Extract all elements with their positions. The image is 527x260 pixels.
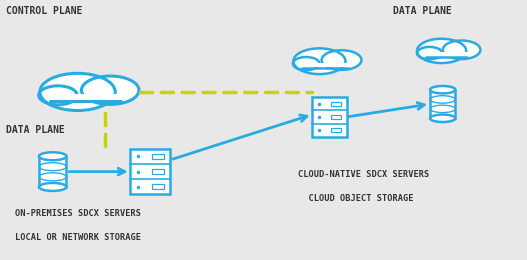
Bar — [152, 185, 164, 189]
Circle shape — [39, 86, 77, 105]
Circle shape — [40, 73, 115, 110]
Bar — [152, 169, 164, 174]
Bar — [48, 94, 122, 101]
Bar — [312, 97, 347, 137]
Bar — [331, 128, 341, 132]
Bar — [331, 102, 341, 106]
Bar — [299, 62, 350, 68]
Text: DATA PLANE: DATA PLANE — [6, 125, 65, 135]
Circle shape — [417, 39, 466, 63]
Text: DATA PLANE: DATA PLANE — [393, 6, 451, 16]
Bar — [152, 154, 164, 159]
Bar — [47, 94, 123, 101]
Text: CONTROL PLANE: CONTROL PLANE — [6, 6, 83, 16]
Text: CLOUD-NATIVE SDCX SERVERS: CLOUD-NATIVE SDCX SERVERS — [298, 170, 429, 179]
Bar — [424, 52, 469, 57]
Circle shape — [294, 48, 346, 74]
Text: LOCAL OR NETWORK STORAGE: LOCAL OR NETWORK STORAGE — [15, 233, 141, 242]
Bar — [331, 115, 341, 119]
Bar — [130, 149, 170, 194]
Text: CLOUD OBJECT STORAGE: CLOUD OBJECT STORAGE — [298, 194, 413, 203]
Bar — [300, 63, 349, 67]
Circle shape — [293, 57, 319, 70]
Ellipse shape — [39, 183, 66, 191]
Text: ON-PREMISES SDCX SERVERS: ON-PREMISES SDCX SERVERS — [15, 209, 141, 218]
Circle shape — [81, 76, 139, 105]
Circle shape — [417, 47, 442, 59]
Circle shape — [443, 41, 481, 59]
Ellipse shape — [430, 115, 455, 122]
Bar — [430, 90, 455, 118]
Ellipse shape — [39, 152, 66, 160]
Bar — [423, 52, 470, 57]
Bar — [39, 156, 66, 187]
Circle shape — [321, 50, 362, 70]
Ellipse shape — [430, 86, 455, 93]
